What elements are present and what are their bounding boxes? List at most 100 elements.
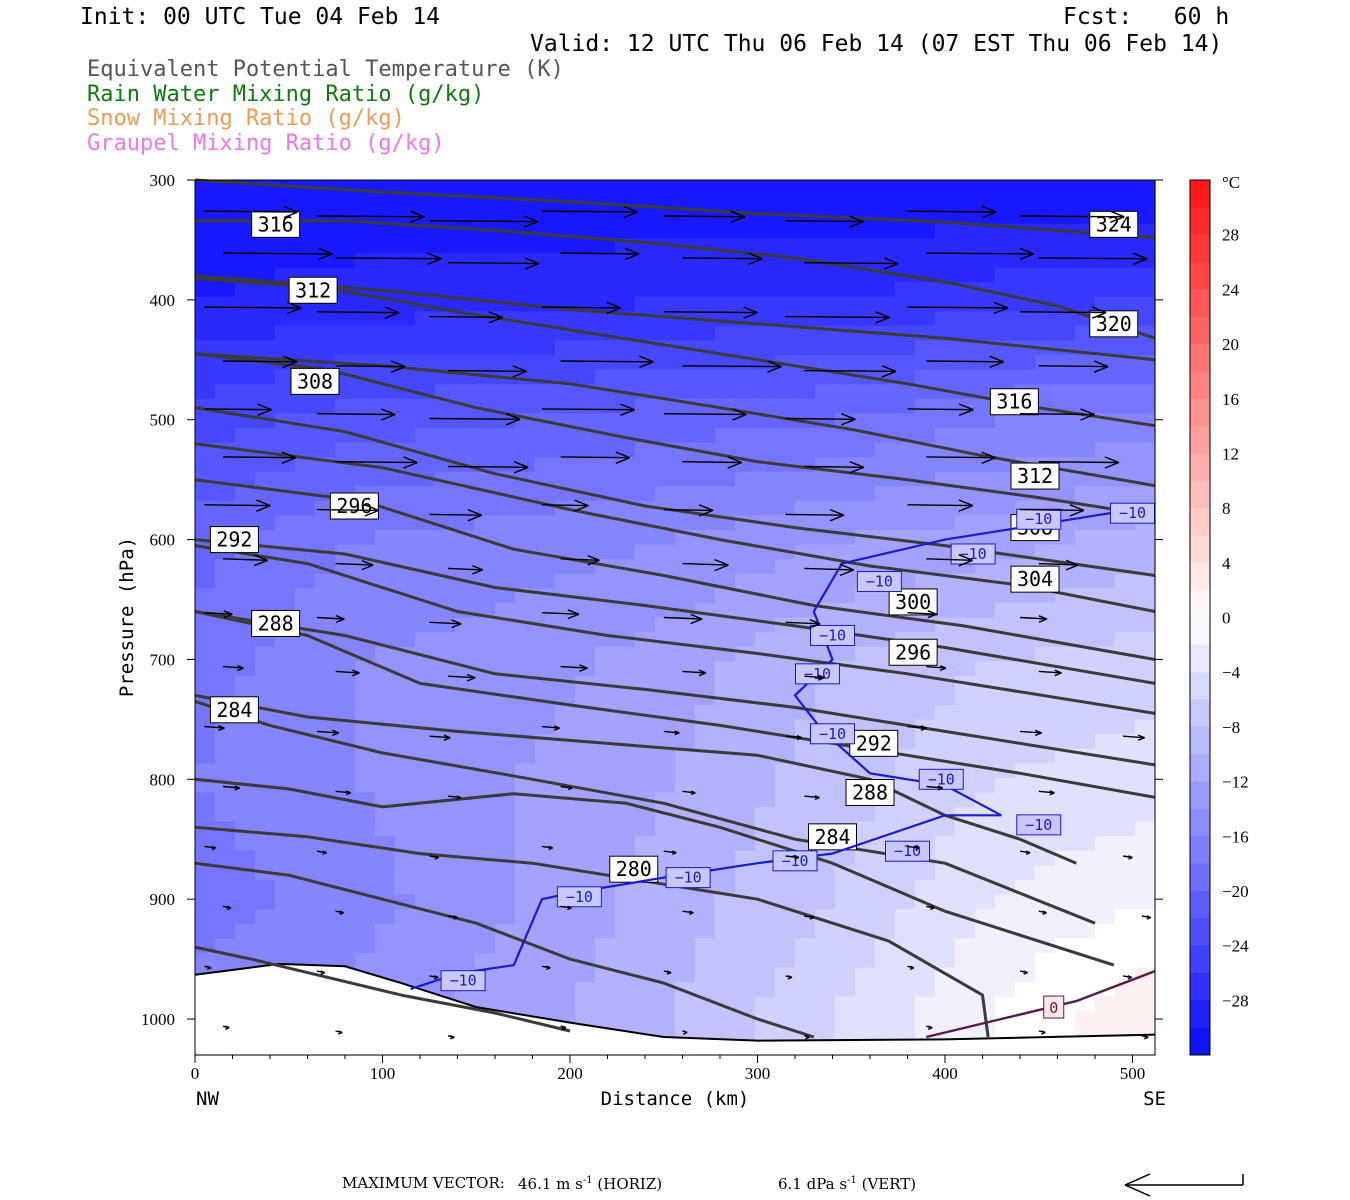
temperature-cell [1075,632,1096,648]
temperature-cell [975,777,996,794]
temperature-cell [1115,996,1136,1012]
temperature-cell [215,748,236,764]
temperature-cell [395,340,416,356]
temperature-cell [995,325,1016,341]
temperature-cell [635,530,656,546]
wind-vector [222,1025,230,1030]
temperature-cell [455,894,476,910]
temperature-cell [935,894,956,910]
temperature-cell [1135,588,1156,604]
legend-rain: Rain Water Mixing Ratio (g/kg) [87,82,485,107]
temperature-cell [915,413,936,429]
temperature-cell [535,836,556,852]
temperature-cell [955,821,976,837]
temperature-cell [1015,617,1036,633]
wind-vector-head [875,316,890,324]
temperature-cell [415,500,436,516]
temperature-cell [695,238,716,254]
temperature-cell [735,763,756,779]
wind-vector [541,845,553,851]
temperature-cell [535,923,556,939]
temperature-cell [815,500,836,516]
temperature-cell [235,646,256,662]
temperature-cell [415,573,436,589]
temperature-cell [675,384,696,400]
temperature-cell [615,938,636,954]
temperature-cell [355,442,376,458]
temperature-cell [195,632,216,648]
temperature-cell [275,588,296,604]
temperature-cell [815,427,836,444]
temperature-cell [1135,821,1156,837]
temperature-cell [635,340,656,356]
temperature-cell [935,398,956,414]
temperature-cell [655,180,676,196]
temperature-cell [1135,836,1156,852]
wind-vector-head [384,306,400,314]
temperature-cell [475,821,496,837]
wind-vector-head [1034,729,1042,734]
temperature-cell [355,398,376,414]
temperature-cell [655,675,676,691]
temperature-cell [1035,748,1056,764]
temperature-cell [455,748,476,764]
temperature-cell [275,734,296,750]
wind-vector [663,730,680,736]
wind-vector-head [466,673,476,679]
wind-vector-head [727,456,742,464]
temperature-cell [635,282,656,298]
temperature-cell [835,1011,856,1027]
temperature-cell [675,325,696,341]
temperature-cell [215,719,236,735]
temperature-cell [715,194,736,210]
temperature-cell [815,180,836,196]
wind-vector-head [690,618,703,625]
wind-vector-head [320,971,326,975]
temperature-cell [1115,821,1136,837]
wind-vector-shaft [204,612,233,615]
x-axis-title: Distance (km) [601,1088,750,1110]
wind-vector-shaft [560,456,630,459]
wind-vector-head [623,205,638,213]
temperature-cell [955,355,976,371]
temperature-cell [555,442,576,458]
temperature-cell [1115,734,1136,750]
temperature-cell [935,982,956,998]
temperature-cell [215,486,236,502]
temperature-cell [755,369,776,385]
wind-vector-shaft [335,257,442,260]
temperature-cell [1015,952,1036,969]
temperature-cell [575,515,596,531]
wind-vector-head [1110,216,1125,224]
temperature-cell [1115,719,1136,735]
theta-e-label-box [888,638,938,666]
wind-vector [1141,915,1152,920]
temperature-cell [1055,763,1076,779]
temperature-cell [1115,661,1136,677]
x-tick-label: 400 [932,1064,958,1083]
temperature-cell [775,602,796,619]
temperature-cell [255,325,276,341]
temperature-cell [215,252,236,269]
temperature-cell [755,500,776,516]
temperature-cell [795,530,816,546]
wind-vector-head [467,514,483,522]
temperature-cell [855,530,876,546]
temperature-cell [995,719,1016,735]
temperature-cell [635,413,656,429]
temperature-cell [695,617,716,633]
temperature-cell [475,180,496,196]
temperature-cell [455,180,476,196]
temperature-cell [975,690,996,706]
temperature-cell [315,413,336,429]
wind-vector [1019,504,1085,517]
temperature-cell [695,559,716,575]
temperature-cell [735,384,756,400]
temperature-cell [915,398,936,414]
wind-vector-head [787,976,793,980]
temperature-cell [555,282,576,298]
temperature-cell [1115,355,1136,371]
temperature-cell [955,296,976,312]
temperature-cell [495,282,516,298]
temperature-cell [595,617,616,633]
